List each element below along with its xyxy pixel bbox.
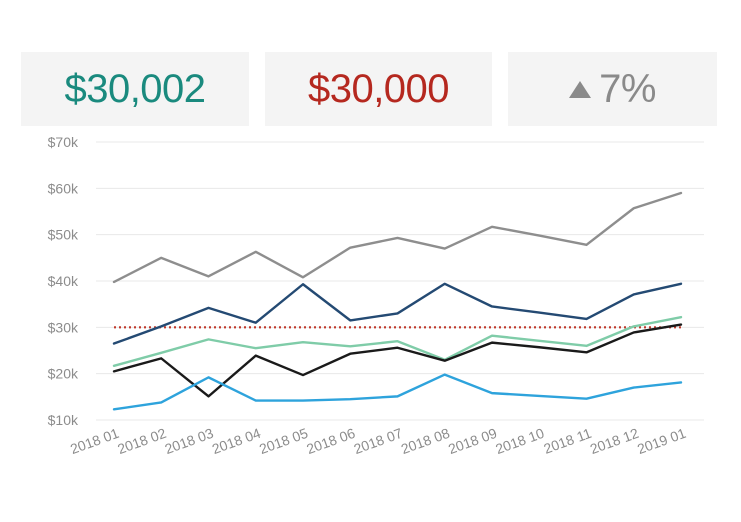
- y-axis-ticks: $10k $20k $30k $40k $50k $60k $70k: [48, 134, 79, 428]
- x-tick-label: 2018 12: [588, 425, 641, 457]
- kpi-change-value: 7%: [599, 66, 656, 111]
- kpi-card-change: 7%: [508, 52, 717, 126]
- triangle-up-icon: [569, 80, 592, 98]
- x-tick-label: 2018 03: [162, 425, 215, 457]
- kpi-change-wrap: 7%: [569, 67, 656, 112]
- kpi-target-value: $30,000: [307, 66, 450, 111]
- series-line-5: [112, 373, 683, 411]
- x-tick-label: 2018 05: [257, 425, 310, 457]
- series-line-2: [112, 282, 683, 345]
- y-tick-label: $60k: [48, 180, 79, 196]
- series-line-1: [112, 191, 683, 284]
- x-tick-label: 2018 07: [351, 425, 404, 457]
- x-tick-label: 2018 09: [446, 425, 499, 457]
- x-tick-label: 2018 02: [115, 425, 168, 457]
- x-tick-label: 2018 04: [210, 425, 263, 457]
- series-line-3: [112, 315, 683, 367]
- x-tick-label: 2018 11: [541, 425, 593, 457]
- kpi-actual-value: $30,002: [64, 66, 206, 111]
- y-tick-label: $40k: [48, 273, 79, 289]
- y-tick-label: $20k: [48, 366, 79, 382]
- x-tick-label: 2018 06: [304, 425, 357, 457]
- kpi-card-actual: $30,002: [21, 52, 249, 126]
- x-tick-label: 2018 01: [68, 425, 121, 457]
- grid-lines: [96, 141, 704, 421]
- y-tick-label: $30k: [48, 319, 79, 335]
- y-tick-label: $10k: [48, 412, 79, 428]
- kpi-card-target: $30,000: [265, 52, 492, 126]
- series-lines: [112, 191, 683, 411]
- x-tick-label: 2018 08: [399, 425, 452, 457]
- x-tick-label: 2018 10: [493, 425, 546, 457]
- y-tick-label: $70k: [48, 134, 79, 150]
- x-tick-label: 2019 01: [635, 425, 688, 457]
- y-tick-label: $50k: [48, 227, 79, 243]
- series-line-4: [112, 323, 683, 398]
